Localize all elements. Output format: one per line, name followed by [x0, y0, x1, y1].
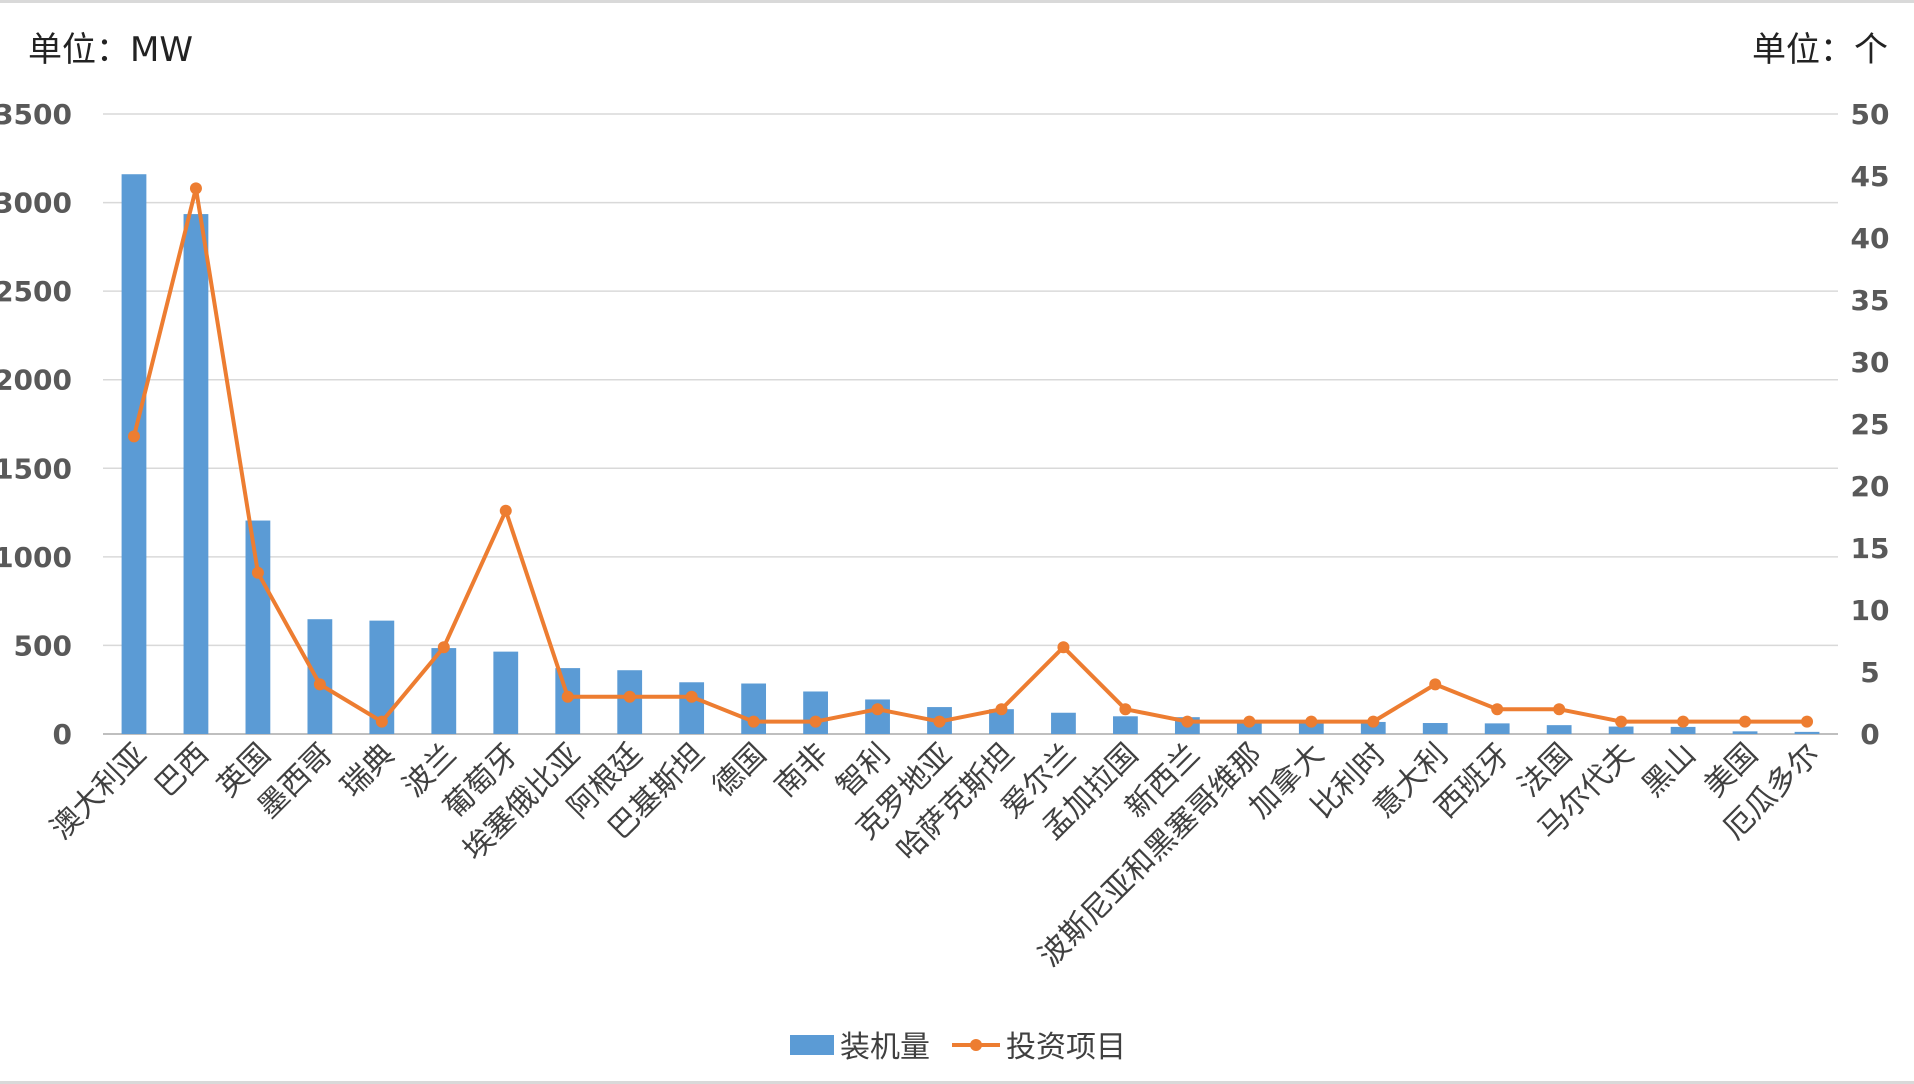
line-series-investment-projects — [127, 182, 1814, 728]
line-point — [1615, 715, 1628, 728]
bar — [1051, 712, 1076, 734]
line-point — [1119, 703, 1132, 716]
bar — [1546, 725, 1572, 734]
y2-tick-label: 50 — [1851, 98, 1890, 131]
y2-tick-label: 35 — [1851, 284, 1890, 317]
line-point — [809, 715, 822, 728]
line-point — [1057, 641, 1070, 654]
y2-tick-label: 5 — [1860, 656, 1879, 689]
line-point — [1677, 715, 1690, 728]
line-point — [1739, 715, 1752, 728]
y-tick-label: 2500 — [0, 275, 72, 308]
bar — [493, 651, 519, 734]
x-category-label: 德国 — [706, 737, 773, 804]
line-point — [251, 566, 264, 579]
line-point — [1367, 715, 1380, 728]
line-point — [1801, 715, 1814, 728]
y2-tick-label: 0 — [1860, 718, 1879, 751]
line-point — [1305, 715, 1318, 728]
line-point — [1553, 703, 1566, 716]
x-category-label: 澳大利亚 — [44, 737, 154, 847]
y2-tick-label: 25 — [1851, 408, 1890, 441]
line-point — [871, 703, 884, 716]
y-tick-label: 0 — [53, 718, 72, 751]
y2-tick-label: 40 — [1851, 222, 1890, 255]
y-tick-label: 2000 — [0, 364, 72, 397]
y-tick-label: 1000 — [0, 541, 72, 574]
line-point — [375, 715, 388, 728]
line-point — [1491, 703, 1504, 716]
bar — [803, 691, 828, 734]
bar — [1670, 726, 1696, 734]
legend-bar-swatch — [790, 1035, 834, 1055]
combo-chart: 0 500 1000 1500 2000 2500 3000 3500 0 5 10 15 20 25 30… — [0, 30, 1889, 1065]
bar — [245, 520, 271, 734]
y2-tick-label: 30 — [1851, 346, 1890, 379]
line-point — [685, 690, 698, 703]
bar — [431, 648, 457, 734]
x-category-label: 巴西 — [148, 737, 215, 804]
y-tick-label: 1500 — [0, 452, 72, 485]
x-category-label: 黑山 — [1636, 737, 1703, 804]
legend-label-line: 投资项目 — [1006, 1030, 1126, 1065]
y2-tick-label: 20 — [1851, 470, 1890, 503]
x-category-label: 瑞典 — [334, 737, 401, 804]
right-axis-unit: 单位：个 — [1752, 30, 1888, 70]
line-point — [437, 641, 450, 654]
line-point — [1243, 715, 1256, 728]
y2-tick-label: 45 — [1851, 160, 1890, 193]
line-point — [189, 182, 202, 195]
y2-tick-label: 15 — [1851, 532, 1890, 565]
bar — [1608, 726, 1634, 734]
y-tick-label: 3500 — [0, 98, 72, 131]
line-point — [747, 715, 760, 728]
bar — [1422, 723, 1448, 734]
line-point — [995, 703, 1008, 716]
axes: 0 500 1000 1500 2000 2500 3000 3500 0 5 10 15 20 25 30… — [0, 98, 1889, 974]
line-point — [313, 678, 326, 691]
bar — [679, 682, 705, 734]
bar — [183, 214, 209, 735]
y-tick-label: 3000 — [0, 187, 72, 220]
bar — [1298, 721, 1324, 734]
bar — [1360, 721, 1386, 734]
x-category-label: 南非 — [768, 737, 835, 804]
line-point — [1429, 678, 1442, 691]
bar — [1113, 716, 1138, 734]
bar-series-installed-capacity — [121, 174, 1820, 735]
legend: 装机量 投资项目 — [790, 1030, 1126, 1065]
legend-label-bar: 装机量 — [840, 1030, 930, 1065]
bar — [121, 174, 147, 734]
bar — [1732, 731, 1758, 734]
line-point — [623, 690, 636, 703]
bar — [307, 619, 333, 734]
legend-line-marker — [970, 1039, 982, 1051]
y-tick-label: 500 — [14, 629, 72, 662]
gridlines — [103, 113, 1838, 735]
bar — [1794, 731, 1820, 734]
line-point — [499, 504, 512, 517]
line-path — [132, 186, 1808, 724]
left-axis-unit: 单位：MW — [28, 30, 193, 70]
line-point — [933, 715, 946, 728]
line-point — [1181, 715, 1194, 728]
bar — [1484, 723, 1510, 734]
line-point — [127, 430, 140, 443]
line-point — [561, 690, 574, 703]
y2-tick-label: 10 — [1851, 594, 1890, 627]
